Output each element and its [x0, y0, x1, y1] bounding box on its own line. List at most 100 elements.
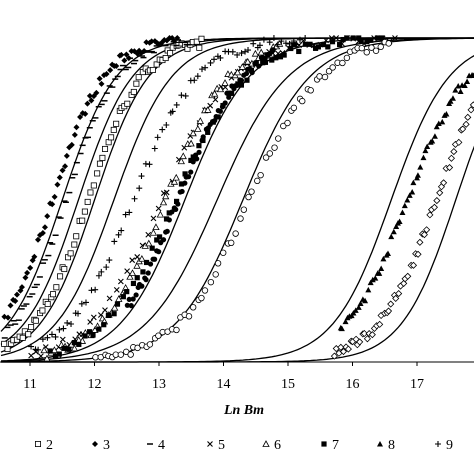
data-point	[196, 44, 203, 51]
legend-item-3: 3	[92, 438, 110, 453]
x-tick-label: 17	[410, 377, 424, 392]
data-point	[79, 217, 86, 224]
data-point	[12, 297, 19, 304]
data-point	[417, 164, 424, 170]
data-point	[431, 133, 438, 139]
data-point	[430, 203, 438, 211]
data-point	[457, 88, 464, 95]
data-points	[1, 35, 474, 362]
data-point	[102, 307, 108, 314]
data-point	[207, 59, 214, 66]
data-point	[73, 233, 80, 240]
data-point	[136, 185, 143, 192]
data-point	[368, 44, 375, 51]
data-point	[339, 59, 346, 67]
data-point	[56, 351, 62, 357]
data-point	[124, 289, 130, 295]
data-point	[244, 77, 250, 83]
data-point	[243, 70, 250, 77]
data-point	[234, 51, 241, 58]
data-point	[388, 233, 395, 240]
data-point	[110, 126, 117, 133]
data-point	[358, 38, 364, 44]
data-point	[452, 87, 459, 93]
data-point	[221, 79, 229, 86]
legend-item-7: 7	[321, 438, 339, 453]
data-point	[194, 73, 201, 80]
data-point	[299, 97, 306, 105]
data-point	[380, 255, 387, 262]
data-point	[379, 35, 385, 41]
data-point	[113, 120, 120, 127]
data-point	[130, 88, 137, 95]
data-point	[420, 231, 428, 239]
data-point	[68, 141, 75, 148]
data-point	[232, 230, 239, 237]
data-point	[48, 331, 55, 338]
data-point	[387, 300, 395, 308]
data-point	[81, 208, 88, 215]
data-point	[422, 147, 429, 154]
data-point	[88, 97, 95, 104]
data-point	[126, 272, 134, 280]
data-point	[302, 41, 308, 47]
data-point	[77, 113, 84, 120]
data-point	[103, 71, 110, 78]
data-point	[107, 67, 114, 74]
data-point	[467, 106, 474, 114]
data-point	[256, 63, 262, 69]
data-point	[356, 338, 364, 346]
data-point	[179, 188, 185, 195]
data-point	[167, 50, 174, 57]
x-axis-ticks: 11 12 13 14 15 16 17	[23, 362, 424, 392]
data-point	[27, 264, 34, 271]
data-point	[404, 197, 411, 203]
data-point	[409, 261, 418, 269]
data-point	[87, 329, 93, 335]
data-point	[464, 78, 471, 85]
data-point	[28, 343, 35, 350]
legend-label: 5	[218, 438, 225, 453]
data-point	[130, 296, 136, 302]
data-point	[170, 177, 179, 185]
data-point	[410, 179, 417, 186]
data-point	[288, 45, 294, 52]
data-point	[92, 354, 99, 361]
data-point	[228, 90, 235, 96]
data-point	[185, 313, 193, 320]
data-point	[106, 257, 113, 264]
data-point	[120, 294, 126, 300]
data-point	[293, 41, 300, 48]
data-point	[198, 35, 205, 42]
data-point	[118, 51, 125, 58]
x-axis-label: Ln Bm	[223, 403, 264, 418]
data-point	[118, 227, 125, 234]
data-point	[173, 198, 180, 204]
data-point	[320, 41, 327, 48]
data-point	[39, 336, 46, 343]
data-point	[316, 73, 323, 80]
data-point	[393, 223, 400, 230]
data-point	[90, 314, 97, 321]
data-point	[150, 215, 157, 222]
data-point	[199, 66, 206, 73]
x-tick-label: 14	[217, 377, 231, 392]
data-point	[39, 307, 46, 314]
data-point	[250, 40, 257, 47]
data-point	[121, 57, 128, 64]
legend-marker	[35, 440, 42, 447]
data-point	[390, 228, 397, 235]
data-point	[429, 138, 436, 144]
data-point	[459, 125, 467, 133]
data-point	[307, 87, 314, 94]
data-point	[447, 98, 454, 104]
data-point	[435, 120, 442, 127]
data-point	[149, 228, 158, 236]
data-point	[358, 44, 365, 52]
data-point	[124, 100, 131, 107]
data-point	[445, 163, 454, 172]
data-point	[244, 57, 252, 65]
legend-marker	[262, 440, 270, 447]
data-point	[470, 72, 474, 79]
data-point	[25, 331, 32, 338]
